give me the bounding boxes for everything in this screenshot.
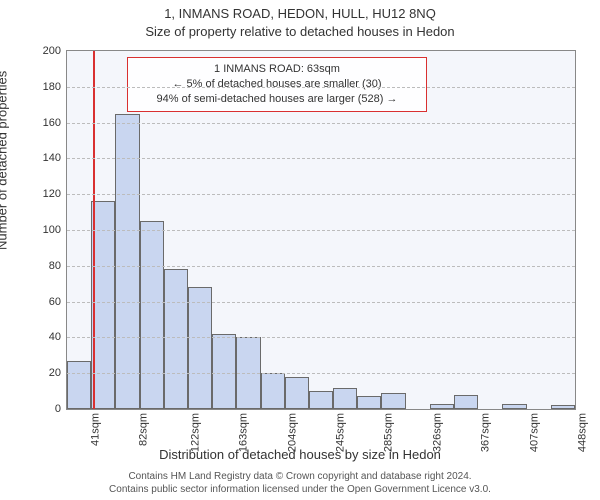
histogram-bar xyxy=(140,221,164,409)
histogram-bar xyxy=(357,396,381,409)
gridline xyxy=(67,337,575,339)
gridline xyxy=(67,194,575,196)
histogram-bar xyxy=(502,404,526,409)
footer-line2: Contains public sector information licen… xyxy=(0,484,600,497)
gridline xyxy=(67,123,575,125)
property-info-box: 1 INMANS ROAD: 63sqm ← 5% of detached ho… xyxy=(127,57,427,112)
histogram-bar xyxy=(188,287,212,409)
ytick-label: 100 xyxy=(43,224,61,236)
ytick-label: 80 xyxy=(49,260,61,272)
xtick-label: 41sqm xyxy=(90,413,102,446)
gridline xyxy=(67,230,575,232)
x-axis-label: Distribution of detached houses by size … xyxy=(0,447,600,462)
histogram-bar xyxy=(91,201,115,409)
ytick-label: 60 xyxy=(49,296,61,308)
histogram-bar xyxy=(454,395,478,409)
footer-attribution: Contains HM Land Registry data © Crown c… xyxy=(0,471,600,496)
ytick-label: 120 xyxy=(43,188,61,200)
gridline xyxy=(67,302,575,304)
histogram-bar xyxy=(333,388,357,409)
histogram-bar xyxy=(309,391,333,409)
ytick-label: 0 xyxy=(55,403,61,415)
histogram-bar xyxy=(551,405,575,409)
infobox-line3: 94% of semi-detached houses are larger (… xyxy=(136,92,418,107)
histogram-bar xyxy=(212,334,236,409)
gridline xyxy=(67,266,575,268)
figure: 1, INMANS ROAD, HEDON, HULL, HU12 8NQ Si… xyxy=(0,0,600,500)
xtick-label: 82sqm xyxy=(138,413,150,446)
gridline xyxy=(67,158,575,160)
ytick-label: 40 xyxy=(49,331,61,343)
gridline xyxy=(67,373,575,375)
y-axis-label: Number of detached properties xyxy=(0,71,10,250)
histogram-bar xyxy=(381,393,405,409)
plot-area: 1 INMANS ROAD: 63sqm ← 5% of detached ho… xyxy=(66,50,576,410)
chart-subtitle: Size of property relative to detached ho… xyxy=(0,24,600,39)
infobox-line2: ← 5% of detached houses are smaller (30) xyxy=(136,77,418,92)
histogram-bar xyxy=(67,361,91,409)
ytick-label: 20 xyxy=(49,367,61,379)
ytick-label: 180 xyxy=(43,81,61,93)
histogram-bar xyxy=(430,404,454,409)
histogram-bar xyxy=(285,377,309,409)
infobox-line1: 1 INMANS ROAD: 63sqm xyxy=(136,62,418,77)
ytick-label: 200 xyxy=(43,45,61,57)
gridline xyxy=(67,87,575,89)
ytick-label: 140 xyxy=(43,152,61,164)
chart-title: 1, INMANS ROAD, HEDON, HULL, HU12 8NQ xyxy=(0,6,600,21)
footer-line1: Contains HM Land Registry data © Crown c… xyxy=(0,471,600,484)
histogram-bar xyxy=(261,373,285,409)
ytick-label: 160 xyxy=(43,117,61,129)
